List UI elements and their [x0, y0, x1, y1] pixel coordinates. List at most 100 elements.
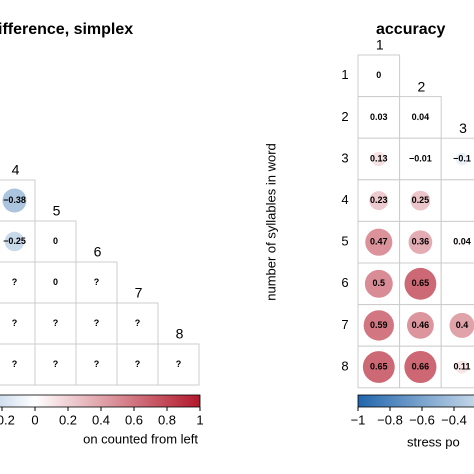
cell-label: 0.23	[370, 195, 388, 205]
column-label: 5	[53, 203, 61, 219]
cell	[116, 302, 159, 345]
corr-circle	[375, 113, 383, 121]
chart-title: accuracy	[376, 21, 445, 38]
cell-label: −0.1	[453, 153, 471, 163]
column-label: 8	[176, 326, 184, 342]
y-tick-label: 2	[341, 109, 348, 124]
corr-circle	[449, 312, 474, 338]
corr-circle	[418, 157, 423, 161]
cell	[75, 261, 118, 304]
cell-label: 0.04	[412, 112, 430, 122]
cell-label: 0	[53, 277, 58, 287]
cell-label: ?	[12, 359, 18, 369]
x-axis-label: stress po	[407, 434, 460, 449]
corr-circle	[371, 151, 386, 167]
x-tick-label: 1	[196, 412, 203, 427]
y-tick-label: 6	[341, 275, 348, 290]
y-axis-label: number of syllables in word	[263, 143, 278, 301]
cell-label: ?	[53, 359, 59, 369]
y-tick-label: 7	[341, 317, 348, 332]
x-tick-label: 0.8	[158, 412, 176, 427]
corr-circle	[404, 350, 437, 384]
cell-label: ?	[94, 318, 100, 328]
cell	[75, 302, 118, 345]
corr-circle	[365, 228, 393, 256]
cell-label: 0.25	[412, 195, 430, 205]
column-label: 2	[418, 78, 426, 94]
cell-label: 0.66	[412, 361, 430, 371]
cell	[75, 343, 118, 386]
cell	[34, 261, 77, 304]
x-tick-label: 0.2	[59, 412, 77, 427]
corr-circle	[458, 238, 466, 247]
cell	[0, 261, 36, 304]
column-label: 3	[459, 120, 467, 136]
cell-label: 0	[376, 70, 381, 80]
cell-label: 0.36	[412, 237, 430, 247]
cell-label: 0.11	[453, 361, 470, 371]
corr-circle	[362, 351, 395, 383]
cell-label: 0.46	[412, 320, 430, 330]
x-tick-label: 0	[31, 412, 38, 427]
colorbar	[0, 394, 201, 408]
cell-label: 0.13	[370, 153, 388, 163]
x-tick-label: −0.4	[441, 412, 467, 427]
x-tick-label: −0.6	[409, 412, 435, 427]
cell-label: 0.65	[412, 278, 430, 288]
cell-label: ?	[12, 318, 18, 328]
column-label: 7	[135, 285, 143, 301]
cell-label: −0.38	[3, 195, 26, 205]
x-tick-label: 0.6	[125, 412, 143, 427]
y-tick-label: 1	[341, 67, 348, 82]
chart-title: ifference, simplex	[0, 21, 133, 38]
corr-circle	[363, 310, 394, 341]
corr-circle	[410, 190, 431, 211]
cell-label: ?	[176, 359, 182, 369]
cell	[440, 220, 474, 264]
cell	[0, 343, 36, 386]
cell	[34, 302, 77, 345]
cell-label: 0.5	[373, 278, 386, 288]
cell	[0, 302, 36, 345]
y-tick-label: 8	[341, 358, 348, 373]
corr-circle	[369, 191, 389, 211]
corr-circle	[364, 269, 393, 298]
cell	[440, 179, 474, 222]
cell-label: 0.03	[370, 112, 388, 122]
x-tick-label: −1	[351, 412, 366, 427]
column-label: 6	[94, 244, 102, 260]
cell-label: ?	[94, 277, 100, 287]
corr-circle	[404, 267, 437, 300]
y-tick-label: 5	[341, 234, 348, 249]
cell-label: 0	[53, 236, 58, 246]
cell	[357, 54, 401, 98]
corr-circle	[455, 360, 469, 374]
cell-label: −0.25	[3, 236, 26, 246]
cell-label: −0.01	[409, 153, 432, 163]
corr-circle	[408, 230, 433, 255]
cell-label: ?	[135, 318, 141, 328]
x-tick-label: 0.4	[92, 412, 110, 427]
corr-circle	[455, 152, 469, 166]
x-tick-label: −0.8	[377, 412, 403, 427]
cell-label: 0.47	[370, 237, 388, 247]
cell	[157, 343, 200, 386]
cell-label: 0.65	[370, 361, 388, 371]
corr-circle	[4, 231, 25, 252]
column-label: 1	[376, 37, 384, 53]
x-axis-label: on counted from left	[83, 431, 198, 446]
corr-circle	[2, 188, 27, 213]
corr-circle	[416, 113, 425, 122]
cell-label: ?	[12, 277, 18, 287]
cell-label: 0.4	[456, 320, 469, 330]
cell	[440, 262, 474, 306]
cell-label: ?	[94, 359, 100, 369]
column-label: 4	[12, 162, 20, 178]
colorbar	[357, 394, 474, 408]
y-tick-label: 4	[341, 192, 348, 207]
cell-label: ?	[53, 318, 59, 328]
cell-label: 0.04	[453, 237, 471, 247]
y-tick-label: 3	[341, 150, 348, 165]
x-tick-label: −0.2	[0, 412, 15, 427]
